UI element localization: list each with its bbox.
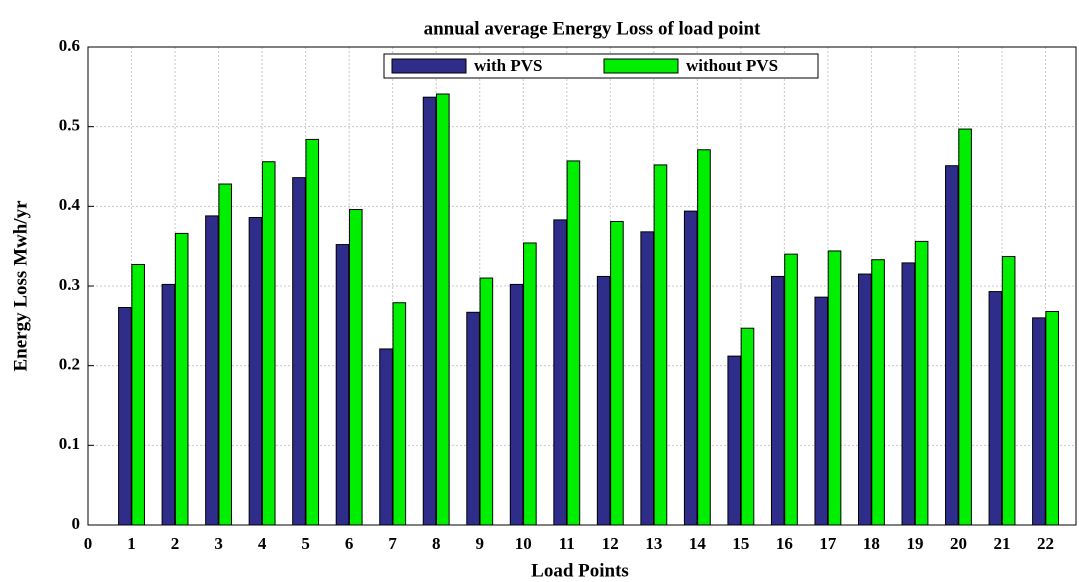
bar: [901, 262, 916, 526]
axes-box: [87, 46, 1077, 526]
bar: [1032, 317, 1046, 526]
x-tick-label: 17: [819, 534, 837, 553]
bar: [958, 128, 972, 526]
bar: [161, 283, 176, 526]
bar: [566, 160, 581, 526]
x-tick-label: 18: [863, 534, 880, 553]
bar: [305, 138, 320, 526]
legend-label: without PVS: [686, 56, 778, 75]
bar: [914, 240, 929, 526]
x-tick-label: 2: [171, 534, 180, 553]
legend-swatch: [603, 58, 679, 74]
legend-swatch: [391, 58, 467, 74]
chart-title: annual average Energy Loss of load point: [424, 18, 761, 39]
bar: [348, 209, 363, 526]
x-tick-label: 8: [432, 534, 441, 553]
bar: [523, 242, 537, 526]
bar: [814, 296, 829, 526]
bar: [640, 231, 654, 526]
bar: [436, 93, 450, 526]
bar: [292, 177, 306, 526]
bar: [392, 302, 407, 526]
bar: [422, 96, 437, 526]
bar: [174, 232, 189, 526]
bar: [784, 253, 798, 526]
bar: [218, 183, 233, 526]
y-tick-label: 0.1: [59, 434, 80, 453]
x-tick-label: 1: [127, 534, 136, 553]
bar: [479, 277, 494, 526]
bar: [1001, 256, 1016, 526]
x-tick-label: 16: [776, 534, 793, 553]
bar: [770, 275, 785, 526]
x-tick-label: 21: [994, 534, 1011, 553]
x-tick-label: 14: [689, 534, 707, 553]
y-tick-label: 0.3: [59, 275, 80, 294]
x-tick-label: 20: [950, 534, 967, 553]
y-tick-label: 0.6: [59, 36, 80, 55]
bar: [945, 165, 959, 526]
bar: [1045, 310, 1059, 526]
bar: [466, 311, 480, 526]
bar: [857, 273, 872, 526]
x-tick-label: 19: [906, 534, 923, 553]
bar: [118, 307, 132, 526]
bar: [727, 355, 742, 526]
bar: [740, 327, 755, 526]
y-tick-label: 0.2: [59, 355, 80, 374]
x-tick-label: 10: [515, 534, 532, 553]
bar: [653, 164, 668, 526]
x-tick-label: 22: [1037, 534, 1054, 553]
bar: [988, 291, 1003, 526]
bar: [379, 348, 393, 526]
x-tick-label: 0: [84, 534, 93, 553]
y-axis-label: Energy Loss Mwh/yr: [10, 200, 31, 372]
y-tick-label: 0: [72, 514, 81, 533]
bar: [248, 216, 263, 526]
x-tick-label: 12: [602, 534, 619, 553]
x-tick-label: 7: [388, 534, 397, 553]
x-tick-label: 6: [345, 534, 354, 553]
bar: [827, 250, 842, 526]
bar: [131, 263, 145, 526]
y-tick-label: 0.4: [59, 195, 81, 214]
bar: [261, 161, 276, 526]
bar: [871, 259, 885, 526]
x-tick-label: 5: [301, 534, 310, 553]
bar: [335, 244, 350, 526]
bar: [596, 275, 611, 526]
x-axis-label: Load Points: [531, 560, 629, 581]
x-tick-label: 11: [559, 534, 575, 553]
x-tick-label: 9: [475, 534, 484, 553]
x-tick-label: 13: [645, 534, 662, 553]
bar: [509, 283, 524, 526]
x-tick-label: 4: [258, 534, 267, 553]
legend-label: with PVS: [474, 56, 542, 75]
bar: [683, 210, 698, 526]
x-tick-label: 3: [214, 534, 223, 553]
bar: [553, 219, 567, 526]
bar: [205, 215, 219, 526]
x-tick-label: 15: [732, 534, 749, 553]
bar: [697, 149, 711, 526]
y-tick-label: 0.5: [59, 116, 80, 135]
bar: [610, 220, 624, 526]
